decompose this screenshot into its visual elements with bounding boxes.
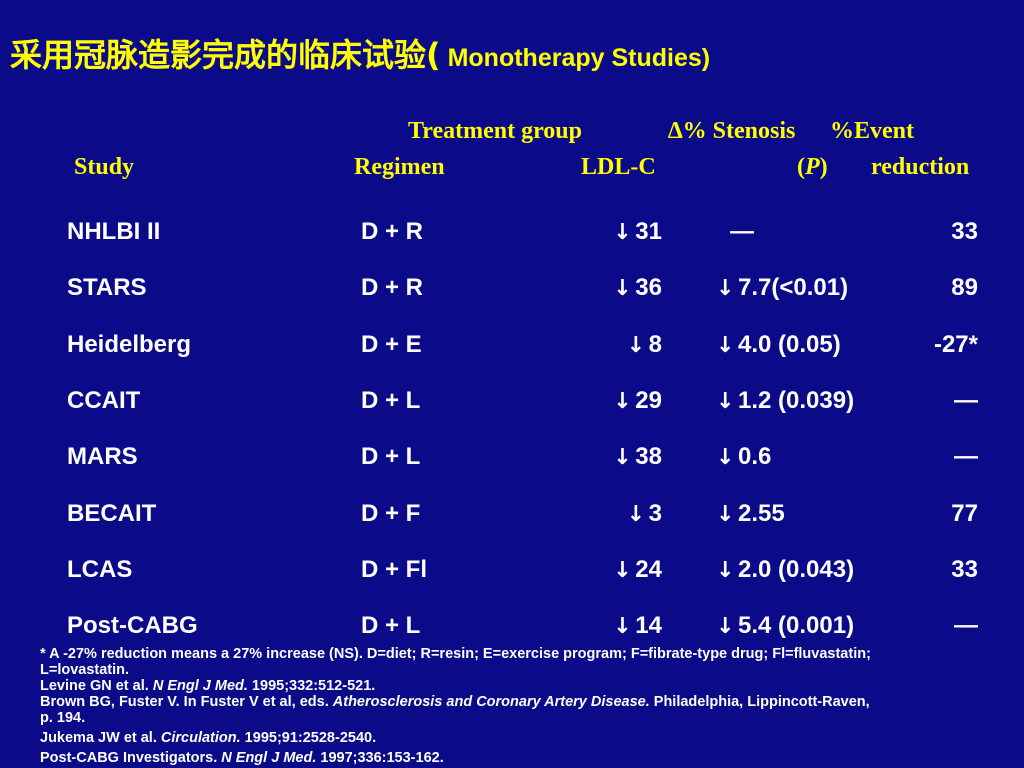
ldl-value: 31 — [635, 218, 662, 245]
table-cell-ldl: ↓ 14 — [560, 612, 662, 641]
down-arrow-icon: ↓ — [716, 389, 735, 414]
table-cell-ldl: ↓ 38 — [560, 443, 662, 472]
header-reduction: reduction — [871, 154, 970, 180]
table-cell-study: Heidelberg — [67, 331, 192, 358]
header-event: %Event — [830, 118, 914, 144]
table-cell-event: 33 — [951, 218, 978, 245]
down-arrow-icon: ↓ — [613, 445, 632, 470]
down-arrow-icon: ↓ — [613, 220, 632, 245]
table-cell-stenosis: ↓ 5.4 (0.001) — [716, 612, 854, 641]
table-cell-ldl: ↓ 8 — [560, 331, 662, 360]
down-arrow-icon: ↓ — [626, 333, 646, 358]
stenosis-value: 4.0 (0.05) — [738, 331, 841, 358]
table-cell-event: — — [954, 612, 978, 639]
stenosis-value: 1.2 (0.039) — [738, 387, 855, 414]
header-p-value: (P) — [797, 154, 828, 180]
table-cell-study: CCAIT — [67, 387, 141, 414]
reference-post-cabg: Post-CABG Investigators. N Engl J Med. 1… — [40, 750, 444, 766]
table-cell-event: — — [954, 387, 978, 414]
down-arrow-icon: ↓ — [716, 445, 735, 470]
reference-jukema: Jukema JW et al. Circulation. 1995;91:25… — [40, 730, 377, 746]
header-ldl: LDL-C — [581, 154, 656, 180]
stenosis-value: 7.7(<0.01) — [738, 274, 849, 301]
table-cell-study: LCAS — [67, 556, 133, 583]
reference-levine: Levine GN et al. N Engl J Med. 1995;332:… — [40, 678, 376, 694]
table-cell-study: STARS — [67, 274, 147, 301]
header-study: Study — [74, 154, 135, 180]
ldl-value: 24 — [635, 556, 662, 583]
down-arrow-icon: ↓ — [613, 614, 632, 639]
footnote-abbreviations: * A -27% reduction means a 27% increase … — [40, 646, 871, 678]
stenosis-value: 5.4 (0.001) — [738, 612, 855, 639]
down-arrow-icon: ↓ — [613, 389, 632, 414]
slide-title: 采用冠脉造影完成的临床试验( Monotherapy Studies) — [10, 30, 710, 76]
down-arrow-icon: ↓ — [626, 502, 646, 527]
table-cell-regimen: D + L — [361, 443, 421, 470]
table-cell-regimen: D + L — [361, 612, 421, 639]
header-regimen: Regimen — [354, 154, 445, 180]
table-cell-regimen: D + E — [361, 331, 422, 358]
table-cell-regimen: D + F — [361, 500, 421, 527]
down-arrow-icon: ↓ — [716, 558, 735, 583]
down-arrow-icon: ↓ — [716, 614, 735, 639]
table-cell-regimen: D + R — [361, 274, 424, 301]
title-chinese: 采用冠脉造影完成的临床试验 — [10, 36, 427, 74]
ldl-value: 3 — [648, 500, 662, 527]
table-cell-stenosis: ↓ 2.55 — [716, 500, 785, 529]
table-cell-study: NHLBI II — [67, 218, 161, 245]
down-arrow-icon: ↓ — [716, 276, 735, 301]
stenosis-value: 0.6 — [738, 443, 772, 470]
table-cell-ldl: ↓ 24 — [560, 556, 662, 585]
table-cell-regimen: D + Fl — [361, 556, 428, 583]
ldl-value: 38 — [635, 443, 662, 470]
table-cell-stenosis: ↓ 0.6 — [716, 443, 771, 472]
footnotes: * A -27% reduction means a 27% increase … — [40, 646, 880, 766]
stenosis-value: 2.55 — [738, 500, 785, 527]
table-cell-ldl: ↓ 3 — [560, 500, 662, 529]
down-arrow-icon: ↓ — [716, 333, 735, 358]
table-cell-ldl: ↓ 29 — [560, 387, 662, 416]
down-arrow-icon: ↓ — [716, 502, 735, 527]
table-cell-event: — — [954, 443, 978, 470]
down-arrow-icon: ↓ — [613, 558, 632, 583]
table-cell-event: -27* — [933, 331, 978, 358]
table-cell-regimen: D + L — [361, 387, 421, 414]
stenosis-value: — — [730, 218, 754, 245]
stenosis-value: 2.0 (0.043) — [738, 556, 855, 583]
table-cell-ldl: ↓ 36 — [560, 274, 662, 303]
title-english: Monotherapy Studies) — [440, 44, 711, 72]
table-cell-event: 77 — [951, 500, 978, 527]
ldl-value: 36 — [635, 274, 662, 301]
down-arrow-icon: ↓ — [613, 276, 632, 301]
table-cell-stenosis: ↓ 4.0 (0.05) — [716, 331, 841, 360]
table-cell-stenosis: — — [730, 218, 754, 246]
ldl-value: 8 — [648, 331, 662, 358]
table-cell-stenosis: ↓ 2.0 (0.043) — [716, 556, 854, 585]
table-cell-event: 89 — [951, 274, 978, 301]
table-cell-ldl: ↓ 31 — [560, 218, 662, 247]
table-cell-regimen: D + R — [361, 218, 424, 245]
table-cell-study: Post-CABG — [67, 612, 198, 639]
title-paren: ( — [426, 36, 441, 74]
table-cell-event: 33 — [951, 556, 978, 583]
ldl-value: 14 — [635, 612, 662, 639]
header-stenosis: ∆% Stenosis — [668, 118, 796, 144]
table-cell-study: BECAIT — [67, 500, 157, 527]
reference-brown: Brown BG, Fuster V. In Fuster V et al, e… — [40, 694, 870, 726]
ldl-value: 29 — [635, 387, 662, 414]
table-cell-study: MARS — [67, 443, 138, 470]
header-treatment-group: Treatment group — [408, 118, 582, 144]
table-cell-stenosis: ↓ 1.2 (0.039) — [716, 387, 854, 416]
table-cell-stenosis: ↓ 7.7(<0.01) — [716, 274, 848, 303]
